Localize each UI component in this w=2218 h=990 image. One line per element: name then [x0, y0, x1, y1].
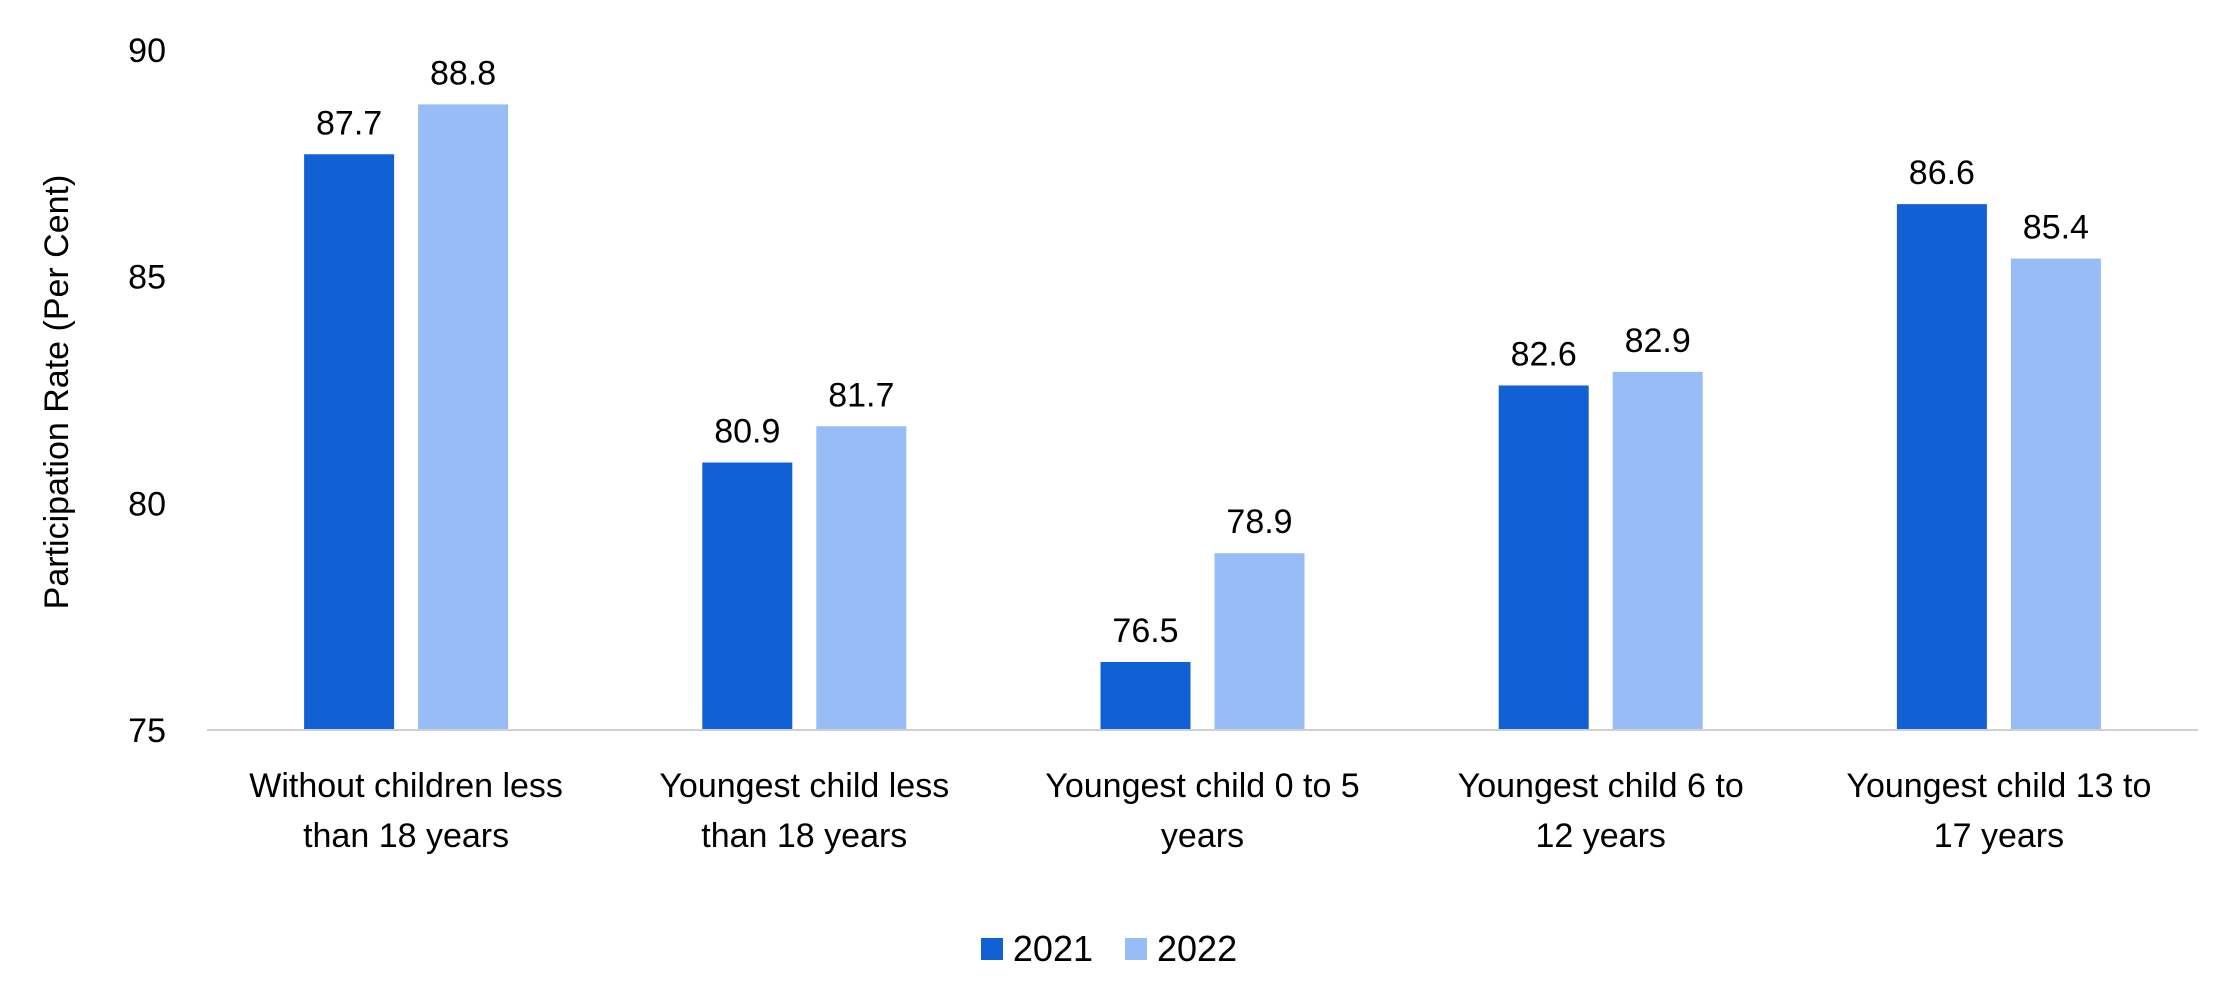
- data-label: 85.4: [2023, 209, 2089, 247]
- x-category-label: Youngest child 0 to 5 years: [1045, 767, 1359, 855]
- bar-chart: 75 80 85 90 87.7 80.9 76.5 82.6 86.6 88.8 81.7 78.…: [38, 32, 2198, 855]
- bar-2021: [1498, 385, 1589, 730]
- bar-2022: [2010, 258, 2101, 730]
- data-label: 86.6: [1909, 154, 1975, 192]
- data-label: 76.5: [1112, 612, 1178, 650]
- legend-item-2021: 2021: [980, 928, 1093, 970]
- x-category-label: Youngest child 13 to 17 years: [1846, 767, 2151, 855]
- y-axis-title: Participation Rate (Per Cent): [38, 175, 76, 610]
- legend-swatch-2021: [980, 938, 1003, 960]
- data-label: 82.6: [1511, 335, 1577, 373]
- bar-2021: [1100, 662, 1191, 730]
- data-label: 80.9: [714, 413, 780, 451]
- y-tick-label: 80: [128, 485, 166, 523]
- x-axis: Without children less than 18 years Younge…: [207, 729, 2198, 855]
- data-label: 78.9: [1226, 503, 1292, 541]
- legend-item-2022: 2022: [1125, 928, 1237, 970]
- legend: 2021 2022: [0, 924, 2218, 974]
- bar-2022: [1612, 371, 1703, 730]
- y-tick-label: 85: [128, 259, 166, 297]
- x-category-label: Youngest child 6 to 12 years: [1458, 767, 1744, 855]
- data-label: 87.7: [316, 104, 382, 142]
- bar-2021: [304, 154, 395, 730]
- legend-swatch-2022: [1125, 938, 1147, 960]
- data-label: 82.9: [1625, 322, 1691, 360]
- bar-2022: [1214, 553, 1305, 730]
- bar-2021: [702, 462, 793, 730]
- bar-2021: [1896, 204, 1987, 731]
- legend-label-2022: 2022: [1157, 928, 1238, 969]
- data-labels: 87.7 80.9 76.5 82.6 86.6 88.8 81.7 78.9 82.9 85.4: [316, 54, 2089, 650]
- x-category-label: Without children less than 18 years: [249, 767, 563, 855]
- data-label: 81.7: [828, 376, 894, 414]
- y-tick-label: 75: [128, 712, 166, 750]
- data-label: 88.8: [430, 54, 496, 92]
- bars: [304, 104, 2101, 731]
- y-tick-label: 90: [128, 32, 166, 70]
- bar-2022: [816, 426, 907, 730]
- x-category-label: Youngest child less than 18 years: [659, 767, 949, 855]
- bar-2022: [418, 104, 509, 730]
- legend-label-2021: 2021: [1012, 928, 1093, 969]
- y-axis: 75 80 85 90: [128, 32, 166, 750]
